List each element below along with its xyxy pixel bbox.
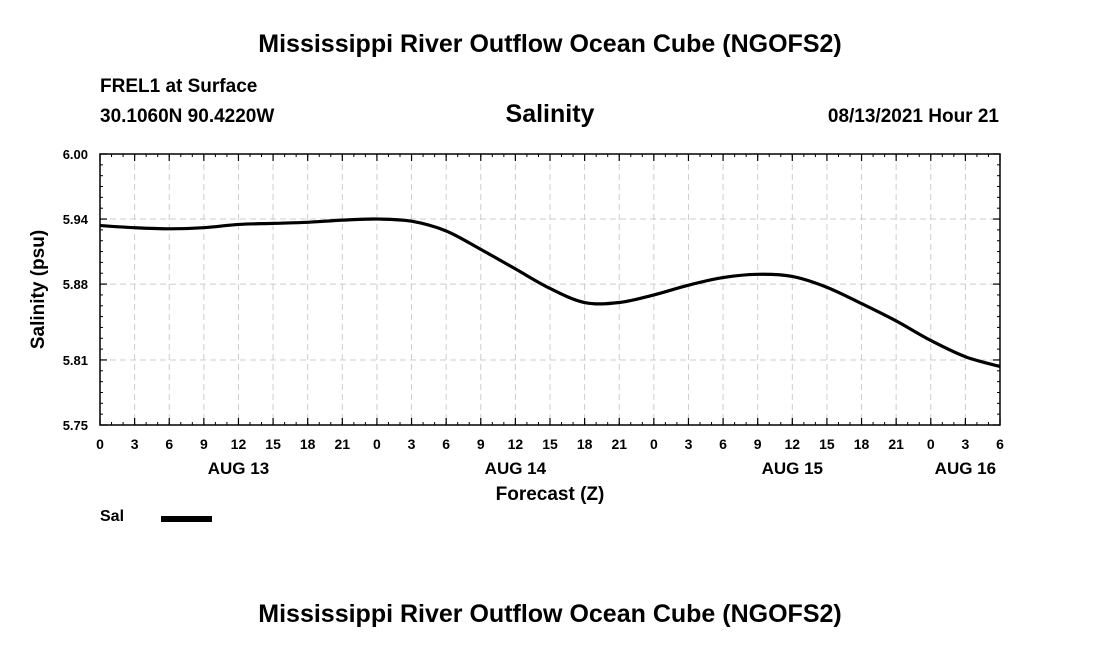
chart-title-bottom: Mississippi River Outflow Ocean Cube (NG…: [258, 600, 842, 628]
x-tick-label: 21: [335, 436, 351, 452]
x-tick-label: 12: [231, 436, 247, 452]
x-tick-label: 12: [508, 436, 524, 452]
y-axis-label: Salinity (psu): [28, 230, 49, 349]
legend-label: Sal: [100, 508, 125, 525]
legend-line-swatch: [161, 516, 212, 522]
x-tick-label: 3: [408, 436, 416, 452]
chart-title-top: Mississippi River Outflow Ocean Cube (NG…: [258, 30, 842, 58]
x-tick-label: 15: [542, 436, 558, 452]
x-tick-label: 9: [754, 436, 762, 452]
x-tick-label: 3: [685, 436, 693, 452]
x-tick-label: 0: [373, 436, 381, 452]
y-tick-label: 6.00: [63, 147, 88, 162]
y-tick-label: 5.88: [63, 277, 88, 292]
station-label: FREL1 at Surface: [100, 76, 258, 97]
x-tick-label: 9: [477, 436, 485, 452]
y-tick-label: 5.94: [63, 212, 89, 227]
x-tick-label: 21: [888, 436, 904, 452]
y-tick-label: 5.75: [63, 418, 88, 433]
x-tick-label: 0: [96, 436, 104, 452]
x-tick-label: 3: [961, 436, 969, 452]
salinity-series-line: [99, 217, 1001, 369]
grid-lines: [100, 154, 1000, 425]
x-tick-label: 6: [165, 436, 173, 452]
variable-title: Salinity: [505, 100, 595, 128]
y-tick-label: 5.81: [63, 353, 88, 368]
x-date-label: AUG 13: [208, 459, 269, 478]
x-tick-label: 12: [785, 436, 801, 452]
x-tick-label: 0: [927, 436, 935, 452]
x-tick-label: 21: [611, 436, 627, 452]
x-date-label: AUG 16: [935, 459, 996, 478]
x-tick-label: 18: [854, 436, 870, 452]
x-axis-label: Forecast (Z): [496, 484, 605, 505]
x-tick-label: 18: [300, 436, 316, 452]
x-tick-label: 15: [819, 436, 835, 452]
x-date-label: AUG 14: [485, 459, 547, 478]
x-date-label: AUG 15: [762, 459, 823, 478]
x-tick-label: 6: [442, 436, 450, 452]
x-tick-label: 0: [650, 436, 658, 452]
forecast-timestamp: 08/13/2021 Hour 21: [827, 106, 999, 127]
x-tick-label: 9: [200, 436, 208, 452]
x-tick-label: 15: [265, 436, 281, 452]
x-tick-label: 18: [577, 436, 593, 452]
x-tick-label: 3: [131, 436, 139, 452]
x-tick-label: 6: [996, 436, 1004, 452]
station-coordinates: 30.1060N 90.4220W: [100, 106, 275, 127]
x-tick-label: 6: [719, 436, 727, 452]
